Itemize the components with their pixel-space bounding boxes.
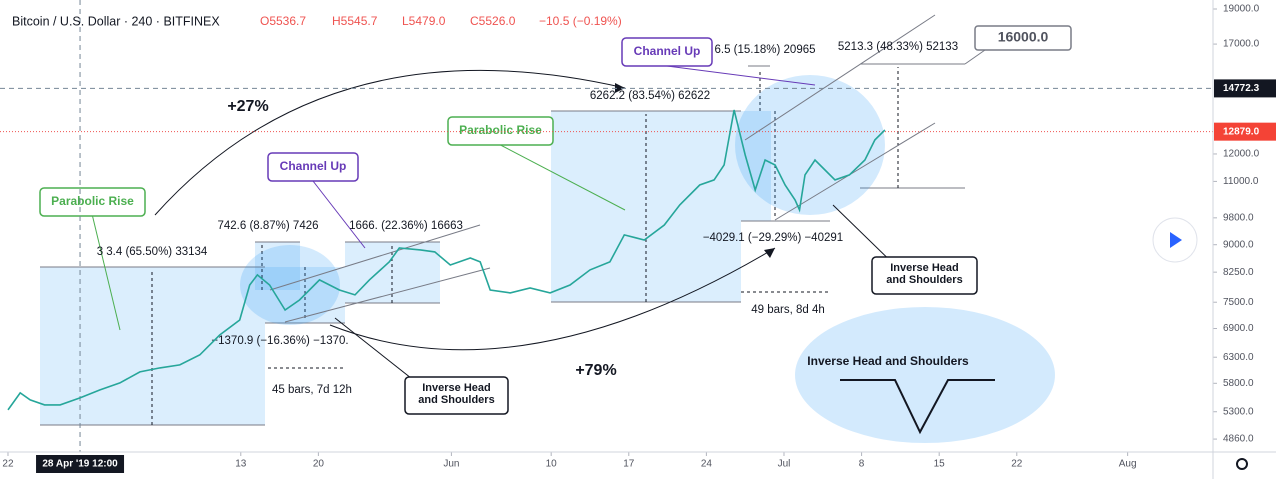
pattern-label: Inverse Head (422, 382, 490, 394)
callout-box (447, 116, 554, 146)
y-tick-label: 6300.0 (1223, 352, 1254, 363)
y-tick-label: 11000.0 (1223, 176, 1259, 187)
pattern-shape (840, 379, 995, 435)
x-tick-label: Jul (778, 459, 791, 470)
symbol: Bitcoin / U.S. Dollar · 240 · BITFINEX (12, 14, 220, 28)
callout-box (39, 187, 146, 217)
pattern-label: Inverse Head (890, 262, 958, 274)
y-tick-label: 5800.0 (1223, 378, 1254, 389)
channel-line (269, 224, 481, 291)
y-tick-label: 4860.0 (1223, 434, 1254, 445)
channel-label: Channel Up (280, 159, 347, 173)
callout-box (871, 256, 978, 295)
y-tick-label: 12000.0 (1223, 149, 1260, 160)
parabolic-label: Parabolic Rise (51, 194, 134, 208)
annotation-text: 5213.3 (48.33%) 52133 (838, 41, 958, 53)
x-tick-label: 8 (859, 459, 865, 470)
annotation-text: 742.6 (8.87%) 7426 (217, 220, 318, 232)
channel-line (774, 122, 936, 221)
x-tick-label: 15 (934, 459, 946, 470)
x-tick-label: 13 (235, 459, 247, 470)
annotation-text: +27% (227, 98, 268, 115)
annotations: Parabolic Rise Parabolic Rise Channel Up Ch… (39, 14, 1072, 443)
annotation-text: Inverse Head and Shoulders (807, 354, 969, 368)
x-tick-label: 17 (623, 459, 635, 470)
close: C5526.0 (470, 14, 516, 28)
arrow-head (764, 248, 775, 258)
settings[interactable] (1236, 458, 1248, 470)
x-tick-label: Aug (1119, 459, 1137, 470)
x-tick-label: 22 (2, 459, 14, 470)
channel-line (744, 14, 936, 141)
y-tick-label: 7500.0 (1223, 297, 1254, 308)
annotation-text: 6.5 (15.18%) 20965 (714, 44, 815, 56)
x-tick-label: Jun (443, 459, 459, 470)
pattern-label: and Shoulders (886, 274, 962, 286)
y-tick-label: 9800.0 (1223, 212, 1254, 223)
crosshair-y-box (1214, 79, 1276, 98)
crosshair-y-label: 14772.3 (1223, 83, 1260, 94)
callout-box (404, 376, 509, 415)
crosshair-x-label: 28 Apr '19 12:00 (42, 459, 118, 470)
y-tick-label: 17000.0 (1223, 39, 1260, 50)
measure-box (741, 111, 771, 221)
annotation-text: 45 bars, 7d 12h (272, 384, 352, 396)
open: O5536.7 (260, 14, 306, 28)
pattern-ellipse (240, 245, 340, 325)
x-tick-label: 20 (313, 459, 325, 470)
annotation-text: +79% (575, 362, 616, 379)
callout-pointer (312, 180, 366, 249)
callout-box (267, 152, 359, 182)
play-icon[interactable] (1170, 232, 1182, 248)
channel-line (284, 267, 491, 323)
pattern-label: and Shoulders (418, 394, 494, 406)
gear-icon[interactable] (1236, 458, 1248, 470)
last-price-box (1214, 122, 1276, 141)
pattern-ellipse (735, 75, 885, 215)
price-line (7, 109, 886, 411)
channel-label: Channel Up (634, 44, 701, 58)
projection-curve (329, 247, 776, 351)
x-tick-label: 10 (546, 459, 558, 470)
target-label: 16000.0 (998, 29, 1049, 45)
target-box (974, 25, 1072, 51)
play-button[interactable] (1152, 217, 1198, 263)
x-tick-label: 24 (701, 459, 713, 470)
projection-curve (154, 69, 626, 216)
y-tick-label: 6900.0 (1223, 323, 1254, 334)
y-tick-label: 5300.0 (1223, 406, 1254, 417)
arrow-head (615, 83, 625, 93)
parabolic-label: Parabolic Rise (459, 123, 542, 137)
last-price-label: 12879.0 (1223, 126, 1260, 137)
annotation-text: −4029.1 (−29.29%) −40291 (703, 232, 843, 244)
annotation-text: 3 3.4 (65.50%) 33134 (97, 246, 208, 258)
pattern-ellipse (795, 307, 1055, 443)
callout-pointer (92, 215, 121, 331)
high: H5545.7 (332, 14, 378, 28)
annotation-text: 1666. (22.36%) 16663 (349, 220, 463, 232)
annotation-text: −1370.9 (−16.36%) −1370. (211, 335, 348, 347)
low: L5479.0 (402, 14, 446, 28)
callout-pointer (666, 65, 816, 86)
y-tick-label: 9000.0 (1223, 239, 1254, 250)
y-tick-label: 19000.0 (1223, 4, 1260, 15)
x-tick-label: 22 (1011, 459, 1023, 470)
callout-pointer (500, 144, 626, 211)
annotation-text: 6262.2 (83.54%) 62622 (590, 90, 710, 102)
crosshair-x-box (36, 455, 125, 473)
callout-box (621, 37, 713, 67)
change: −10.5 (−0.19%) (539, 14, 622, 28)
annotation-text: 49 bars, 8d 4h (751, 304, 825, 316)
y-tick-label: 8250.0 (1223, 267, 1254, 278)
target-pointer (964, 49, 986, 65)
